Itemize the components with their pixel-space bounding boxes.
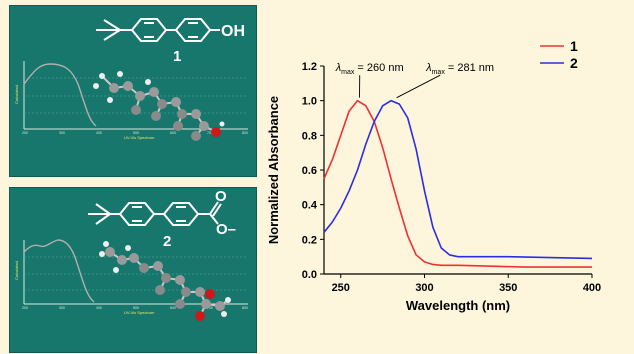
compound-2-panel: O O– 2 Calculated UV-Vis Spectrum 200 30…	[9, 187, 257, 353]
x-axis-label: Wavelength (nm)	[406, 298, 510, 313]
mini-tick: 500	[133, 306, 139, 310]
x-tick-label: 350	[499, 282, 517, 294]
mini-tick: 600	[170, 131, 176, 135]
mini-tick: 400	[96, 306, 102, 310]
legend-label-2: 2	[570, 55, 578, 71]
mini-spectrum-ylabel: Calculated	[14, 85, 19, 104]
carbonyl-oxygen-label: O	[215, 188, 227, 205]
x-tick-label: 300	[415, 282, 433, 294]
mini-tick: 200	[22, 306, 28, 310]
mini-tick: 600	[170, 306, 176, 310]
y-axis-label: Normalized Absorbance	[266, 96, 281, 244]
compound-1-number: 1	[173, 48, 181, 65]
carboxylate-label: O–	[216, 221, 236, 238]
x-tick-label: 400	[583, 282, 601, 294]
chart-axes	[324, 66, 592, 274]
mini-tick: 200	[22, 131, 28, 135]
series-1-line	[324, 101, 592, 267]
mini-tick: 800	[242, 131, 248, 135]
compound-2-number: 2	[163, 233, 171, 250]
compound-1-panel: OH 1 Calculated UV-Vis Spectrum 200 300 …	[9, 5, 257, 177]
compound-2-graphic: O O– 2 Calculated UV-Vis Spectrum 200 30…	[10, 188, 258, 354]
mini-tick: 800	[242, 306, 248, 310]
lambda-max-annotation: λmax = 260 nm	[335, 62, 404, 76]
mini-tick: 300	[59, 131, 65, 135]
y-tick-label: 0.0	[302, 269, 317, 281]
compound-1-3d-model	[93, 71, 225, 141]
mini-tick: 300	[59, 306, 65, 310]
legend-label-1: 1	[570, 38, 578, 54]
y-tick-label: 0.2	[302, 234, 317, 246]
y-tick-label: 0.8	[302, 130, 317, 142]
y-tick-label: 0.6	[302, 165, 317, 177]
mini-spectrum-ylabel: Calculated	[14, 261, 19, 280]
compound-2-mini-spectrum: Calculated UV-Vis Spectrum 200 300 400 5…	[14, 240, 248, 315]
mini-tick: 400	[96, 131, 102, 135]
series-2-line	[324, 101, 592, 259]
compound-1-graphic: OH 1 Calculated UV-Vis Spectrum 200 300 …	[10, 6, 258, 178]
hydroxyl-label: OH	[221, 23, 245, 40]
y-tick-label: 1.2	[302, 61, 317, 73]
absorbance-chart: 250 300 350 400 0.0 0.2 0.4 0.6 0.8 1.0 1.2 λmax =…	[262, 28, 607, 328]
y-tick-label: 0.4	[302, 200, 318, 212]
compound-2-structure	[88, 202, 221, 225]
y-tick-label: 1.0	[302, 96, 317, 108]
mini-spectrum-xlabel: UV-Vis Spectrum	[124, 310, 155, 315]
x-tick-label: 250	[332, 282, 350, 294]
annotation-arrow	[397, 75, 441, 97]
mini-spectrum-xlabel: UV-Vis Spectrum	[124, 135, 155, 140]
compound-1-structure	[96, 19, 220, 41]
mini-tick: 500	[133, 131, 139, 135]
lambda-max-annotation: λmax = 281 nm	[425, 62, 494, 76]
